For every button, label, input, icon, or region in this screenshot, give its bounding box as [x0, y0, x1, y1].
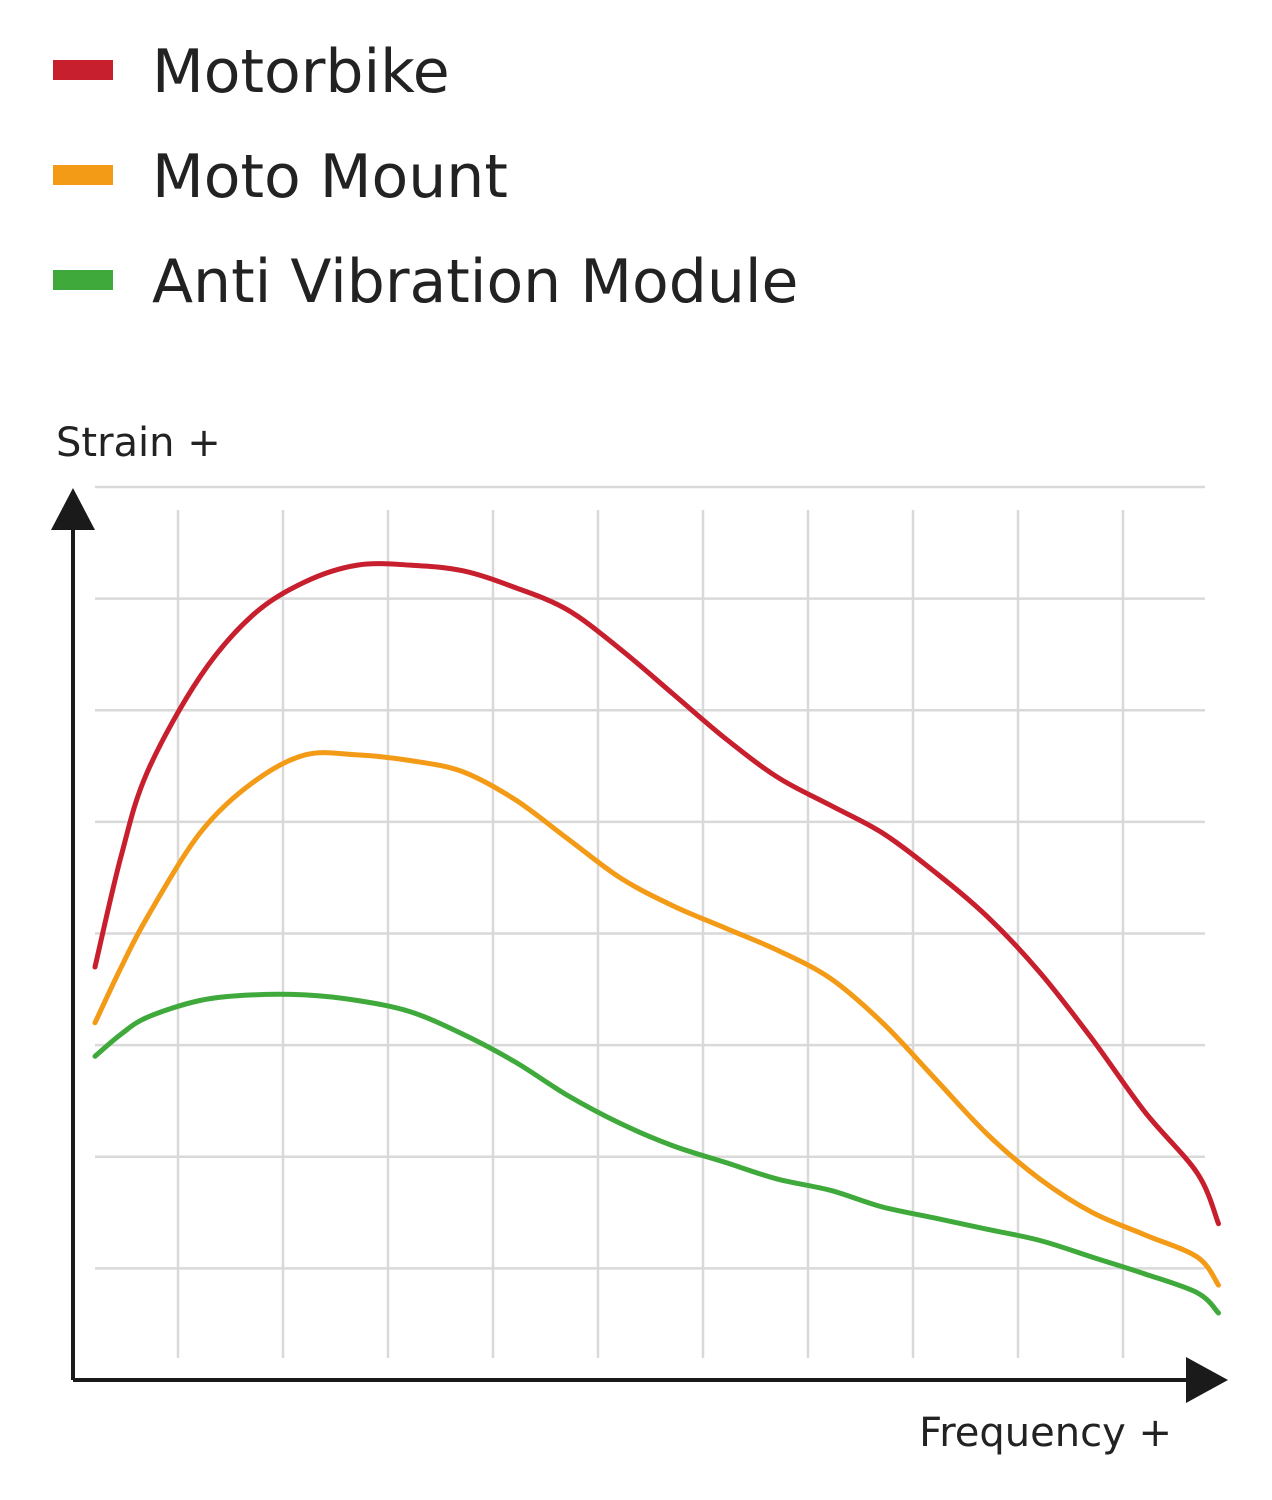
series-line-moto-mount [92, 750, 1221, 1288]
y-axis-arrow-icon [51, 488, 95, 530]
x-axis-arrow-icon [1186, 1357, 1228, 1403]
legend: Motorbike Moto Mount Anti Vibration Module [53, 37, 798, 317]
axes: Strain + Frequency + [51, 420, 1228, 1456]
legend-label-anti-vibration-module: Anti Vibration Module [152, 247, 798, 317]
legend-swatch-anti-vibration-module [53, 270, 113, 290]
series-lines [92, 561, 1221, 1316]
series-line-anti-vibration-module [92, 991, 1221, 1316]
y-axis-label: Strain + [56, 420, 221, 466]
grid [95, 485, 1205, 1358]
series-line-motorbike [92, 561, 1221, 1227]
legend-swatch-motorbike [53, 60, 113, 80]
x-axis-label: Frequency + [919, 1410, 1172, 1456]
legend-label-moto-mount: Moto Mount [152, 142, 508, 212]
legend-label-motorbike: Motorbike [152, 37, 450, 107]
legend-swatch-moto-mount [53, 165, 113, 185]
